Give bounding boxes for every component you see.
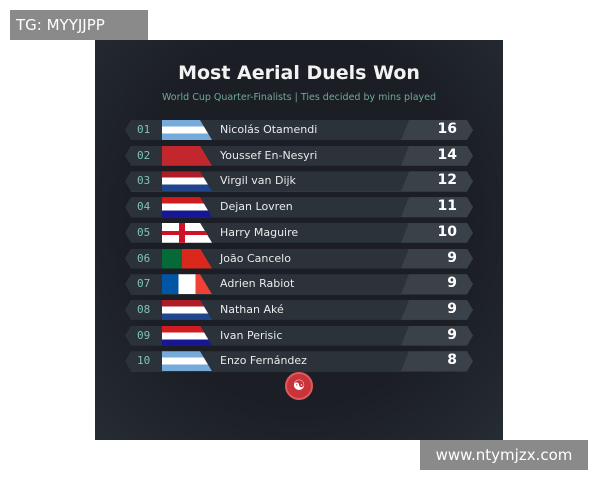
- duels-won: 12: [437, 172, 457, 189]
- player-name: Nathan Aké: [220, 302, 284, 316]
- row-bar: [125, 351, 473, 372]
- rank: 07: [137, 277, 151, 291]
- france-flag-icon: [162, 274, 212, 295]
- row-bar: [125, 325, 473, 346]
- table-row: 10 Enzo Fernández 8: [125, 351, 473, 372]
- table-row: 02 Youssef En-Nesyri 14: [125, 145, 473, 166]
- value-box: 12: [401, 171, 473, 192]
- rank: 02: [137, 148, 151, 162]
- argentina-flag-icon: [162, 120, 212, 140]
- england-flag-icon: [162, 222, 212, 243]
- rank: 06: [137, 251, 151, 265]
- table-row: 06 João Cancelo 9: [125, 248, 473, 269]
- value-box: 9: [401, 299, 473, 320]
- table-row: 09 Ivan Perisic 9: [125, 325, 473, 346]
- value-box: 16: [401, 120, 473, 140]
- player-name: João Cancelo: [220, 251, 291, 265]
- row-bar: [125, 222, 473, 243]
- table-row: 08 Nathan Aké 9: [125, 299, 473, 320]
- value-box: 9: [401, 274, 473, 295]
- netherlands-flag-icon: [162, 299, 212, 320]
- portugal-flag-icon: [162, 248, 212, 269]
- player-name: Youssef En-Nesyri: [220, 148, 318, 162]
- argentina-flag-icon: [162, 351, 212, 372]
- value-box: 11: [401, 197, 473, 218]
- duels-won: 9: [447, 275, 457, 292]
- table-row: 01 Nicolás Otamendi 16: [125, 120, 473, 140]
- duels-won: 9: [447, 326, 457, 343]
- ranking-card: Most Aerial Duels Won World Cup Quarter-…: [95, 40, 503, 440]
- watermark-top: TG: MYYJJPP: [10, 10, 148, 40]
- subtitle: World Cup Quarter-Finalists | Ties decid…: [161, 92, 437, 103]
- duels-won: 9: [447, 249, 457, 266]
- rank: 01: [137, 123, 151, 136]
- duels-won: 14: [437, 146, 457, 163]
- netherlands-flag-icon: [162, 171, 212, 192]
- duels-won: 9: [447, 300, 457, 317]
- rank: 03: [137, 174, 151, 188]
- rank: 09: [137, 328, 151, 342]
- player-name: Enzo Fernández: [220, 354, 307, 368]
- rank: 08: [137, 302, 151, 316]
- table-row: 03 Virgil van Dijk 12: [125, 171, 473, 192]
- page-title: Most Aerial Duels Won: [178, 62, 420, 84]
- rank: 04: [137, 200, 151, 214]
- table-row: 04 Dejan Lovren 11: [125, 197, 473, 218]
- row-bar: [125, 248, 473, 269]
- value-box: 8: [401, 351, 473, 372]
- croatia-flag-icon: [162, 197, 212, 218]
- value-box: 9: [401, 248, 473, 269]
- watermark-bottom: www.ntymjzx.com: [420, 440, 588, 470]
- player-name: Adrien Rabiot: [220, 277, 295, 291]
- brand-logo-icon: ☯: [285, 372, 313, 400]
- rank: 05: [137, 225, 151, 239]
- value-box: 10: [401, 222, 473, 243]
- duels-won: 8: [447, 352, 457, 369]
- player-name: Dejan Lovren: [220, 200, 293, 214]
- player-name: Nicolás Otamendi: [220, 123, 318, 136]
- row-bar: [125, 299, 473, 320]
- row-bar: [125, 171, 473, 192]
- player-name: Virgil van Dijk: [220, 174, 296, 188]
- duels-won: 16: [437, 121, 457, 137]
- player-name: Harry Maguire: [220, 225, 299, 239]
- table-row: 07 Adrien Rabiot 9: [125, 274, 473, 295]
- value-box: 9: [401, 325, 473, 346]
- duels-won: 11: [437, 198, 457, 215]
- row-bar: [125, 274, 473, 295]
- player-name: Ivan Perisic: [220, 328, 283, 342]
- duels-won: 10: [437, 223, 457, 240]
- croatia-flag-icon: [162, 325, 212, 346]
- row-bar: [125, 120, 473, 140]
- row-bar: [125, 197, 473, 218]
- morocco-flag-icon: [162, 145, 212, 166]
- rank: 10: [137, 354, 151, 368]
- table-row: 05 Harry Maguire 10: [125, 222, 473, 243]
- row-bar: [125, 145, 473, 166]
- value-box: 14: [401, 145, 473, 166]
